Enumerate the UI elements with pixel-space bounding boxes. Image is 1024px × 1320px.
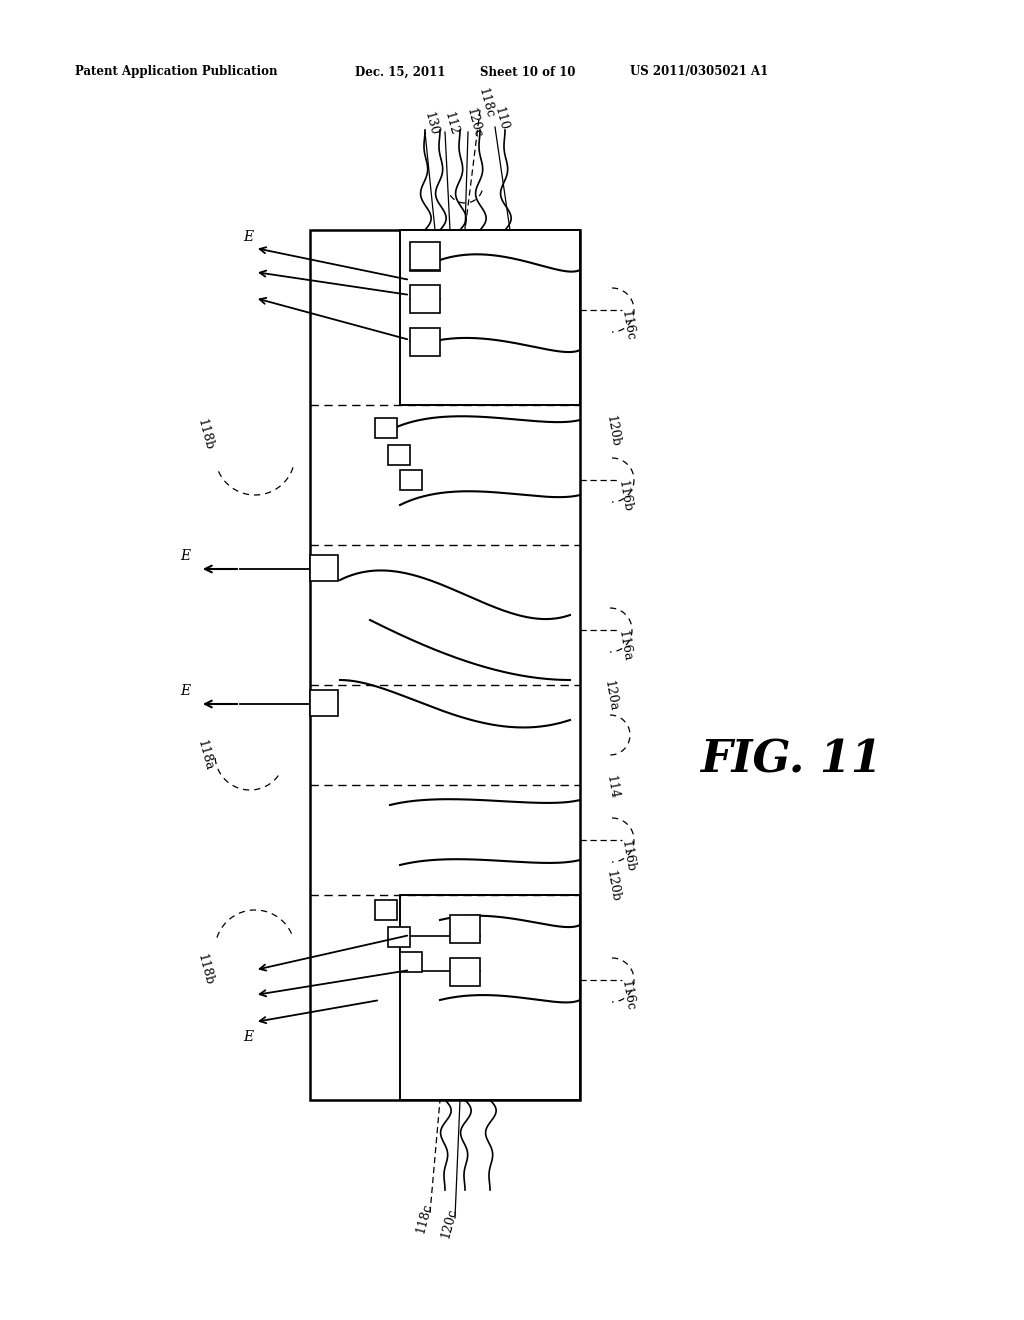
Bar [400,952,422,972]
Text: Dec. 15, 2011: Dec. 15, 2011 [355,66,445,78]
Bar [400,895,580,1100]
Bar [450,915,480,942]
Text: 114: 114 [603,774,621,800]
Bar [450,958,480,986]
Text: 116b: 116b [615,479,634,512]
Text: E: E [243,1030,253,1044]
Text: 112: 112 [442,110,461,136]
Text: 118b: 118b [195,953,215,987]
Text: E: E [243,230,253,244]
Text: E: E [180,684,190,698]
Text: 116c: 116c [618,979,637,1011]
Bar [375,418,397,438]
Bar [310,230,580,1100]
Text: FIG. 11: FIG. 11 [700,738,882,781]
Text: 116c: 116c [618,309,637,342]
Text: 118c: 118c [476,87,497,120]
Text: 120b: 120b [603,414,622,447]
Bar [375,900,397,920]
Text: Sheet 10 of 10: Sheet 10 of 10 [480,66,575,78]
Bar [410,285,440,313]
Bar [388,927,410,946]
Bar [388,445,410,465]
Bar [400,470,422,490]
Text: E: E [180,549,190,564]
Text: 120c: 120c [464,107,484,140]
Text: US 2011/0305021 A1: US 2011/0305021 A1 [630,66,768,78]
Text: 130: 130 [422,110,440,136]
Text: 120c: 120c [438,1206,459,1239]
Bar [410,242,440,271]
Text: 116b: 116b [618,840,637,873]
Bar [310,554,338,581]
Text: 118b: 118b [195,418,215,453]
Bar [310,690,338,715]
Text: 110: 110 [492,106,511,132]
Text: 120a: 120a [601,678,620,711]
Text: 118a: 118a [195,738,215,772]
Text: 118c: 118c [414,1201,434,1236]
Text: Patent Application Publication: Patent Application Publication [75,66,278,78]
Bar [410,327,440,356]
Text: 116a: 116a [615,628,634,663]
Text: 120b: 120b [603,869,622,903]
Bar [400,230,580,405]
